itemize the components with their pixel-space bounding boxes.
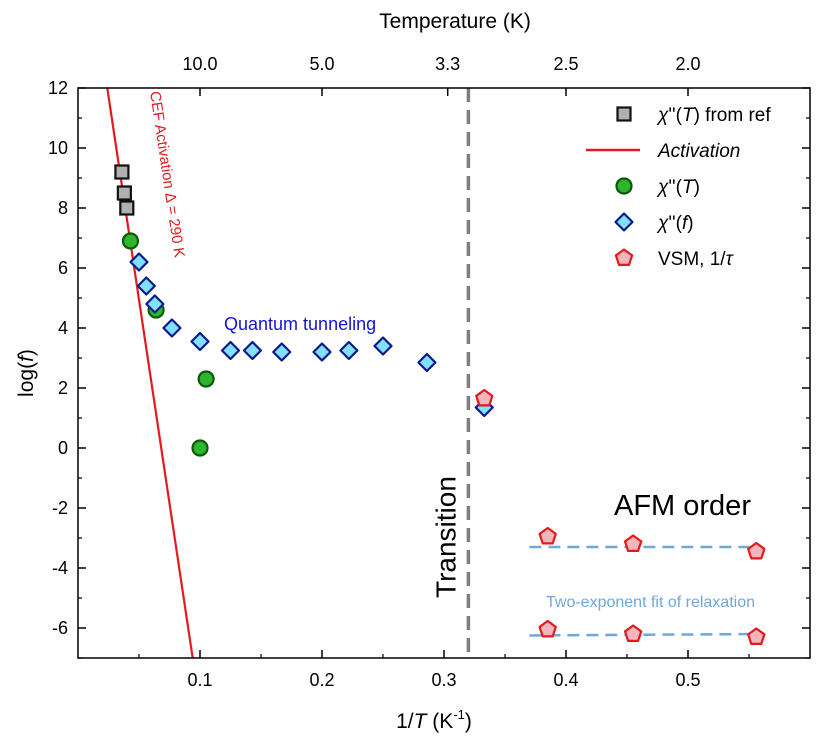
x-axis-title-part: 1/ — [396, 710, 414, 733]
legend-marker-square — [616, 106, 632, 122]
legend-label-part: VSM, 1/ — [658, 249, 726, 270]
y-tick-label-6: 4 — [58, 318, 68, 338]
plot-area — [106, 88, 766, 658]
diamond-point-4 — [162, 318, 182, 338]
legend-label-part: ) from ref — [694, 105, 772, 126]
x-tick-label-4: 0.4 — [553, 670, 578, 690]
legend: χ''(T) from refActivationχ''(T)χ''(f)VSM… — [586, 105, 771, 270]
x-axis-title: 1/T (K-1) — [396, 707, 472, 733]
legend-label-2: Activation — [657, 141, 740, 162]
legend-label-1: χ''(T) from ref — [656, 105, 771, 126]
x-axis-title-close: ) — [465, 710, 472, 733]
legend-marker-diamond — [614, 212, 634, 232]
legend-label-part: ) — [694, 177, 700, 198]
square-point-1 — [114, 164, 130, 180]
y-tick-label-7: 6 — [58, 258, 68, 278]
square-point-3 — [119, 200, 135, 216]
pentagon-point-4 — [747, 541, 766, 560]
y-tick-label-10: 12 — [48, 78, 68, 98]
diamond-point-3 — [145, 294, 165, 314]
quantum-tunneling-label: Quantum tunneling — [224, 314, 376, 334]
x-tick-label-2: 0.2 — [309, 670, 334, 690]
diamond-point-10 — [339, 340, 359, 361]
top-tick-label-4: 2.5 — [553, 54, 578, 74]
pentagon-point-3 — [623, 534, 643, 553]
pentagon-point-5 — [538, 619, 557, 638]
diamond-point-11 — [373, 336, 393, 356]
x-tick-label-1: 0.1 — [187, 670, 212, 690]
legend-label-part: χ — [656, 177, 669, 198]
axes-layer: 0.1 0.2 0.3 0.4 0.5 -6 -4 -2 0 2 4 6 8 10 12 10.0 5.0 3.3… — [15, 10, 811, 733]
y-tick-label-8: 8 — [58, 198, 68, 218]
series-pentagon — [475, 388, 766, 646]
legend-label-part: f — [682, 213, 689, 234]
diamond-point-2 — [136, 276, 156, 296]
legend-label-part: T — [682, 177, 695, 198]
y-tick-label-5: 2 — [58, 378, 68, 398]
top-axis-title: Temperature (K) — [379, 10, 531, 33]
top-tick-label-1: 10.0 — [182, 54, 217, 74]
pentagon-point-6 — [623, 624, 643, 643]
circle-point-3 — [191, 439, 209, 457]
transition-label: Transition — [430, 476, 461, 598]
legend-marker-pentagon — [614, 248, 634, 266]
legend-label-part: χ — [656, 105, 669, 126]
legend-label-part: τ — [726, 249, 735, 270]
activation-line — [106, 88, 194, 658]
y-axis-title: log(f) — [15, 349, 38, 397]
fit-line-2 — [529, 632, 762, 637]
y-tick-label-9: 10 — [48, 138, 68, 158]
legend-label-part: ''( — [668, 105, 682, 126]
circle-point-4 — [197, 370, 215, 388]
y-axis-title-part: ) — [15, 349, 38, 356]
plot-layer: CEF Activation Δ = 290 K Quantum tunnelin… — [106, 88, 766, 658]
legend-label-3: χ''(T) — [656, 177, 700, 198]
legend-label-5: VSM, 1/τ — [658, 249, 735, 270]
diamond-point-8 — [272, 342, 292, 362]
afm-order-label: AFM order — [614, 490, 751, 522]
legend-label-part: ''( — [668, 177, 682, 198]
x-axis-title-part: T — [414, 710, 429, 733]
legend-label-part: χ — [656, 213, 669, 234]
top-tick-label-3: 3.3 — [435, 54, 460, 74]
y-tick-label-1: -6 — [52, 618, 68, 638]
y-axis-title-part: log( — [15, 362, 38, 397]
top-tick-label-5: 2.0 — [675, 54, 700, 74]
x-axis-title-sup: -1 — [453, 707, 465, 722]
diamond-point-7 — [242, 340, 263, 361]
y-tick-label-4: 0 — [58, 438, 68, 458]
cef-activation-label: CEF Activation Δ = 290 K — [146, 90, 188, 259]
series-diamond — [129, 252, 494, 418]
x-tick-label-5: 0.5 — [675, 670, 700, 690]
x-axis-title-part: (K — [426, 710, 453, 733]
y-axis-title-part: f — [15, 354, 38, 362]
square-point-2 — [116, 185, 132, 201]
x-tick-label-3: 0.3 — [431, 670, 456, 690]
y-tick-label-3: -2 — [52, 498, 68, 518]
diamond-point-5 — [190, 331, 210, 352]
legend-label-part: ''( — [668, 213, 682, 234]
series-square — [114, 164, 135, 216]
y-tick-label-2: -4 — [52, 558, 68, 578]
top-tick-label-2: 5.0 — [309, 54, 334, 74]
legend-label-part: Activation — [657, 141, 740, 162]
diamond-point-6 — [220, 340, 241, 361]
legend-label-part: ) — [687, 213, 693, 234]
fit-label: Two-exponent fit of relaxation — [546, 594, 755, 611]
circle-point-1 — [121, 232, 140, 250]
pentagon-point-1 — [475, 388, 494, 407]
diamond-point-12 — [417, 352, 437, 373]
legend-label-part: T — [682, 105, 695, 126]
legend-label-4: χ''(f) — [656, 213, 694, 234]
diamond-point-9 — [312, 342, 332, 362]
legend-marker-circle — [615, 177, 633, 195]
pentagon-point-7 — [747, 627, 766, 646]
diamond-point-1 — [129, 252, 149, 272]
pentagon-point-2 — [538, 526, 557, 545]
